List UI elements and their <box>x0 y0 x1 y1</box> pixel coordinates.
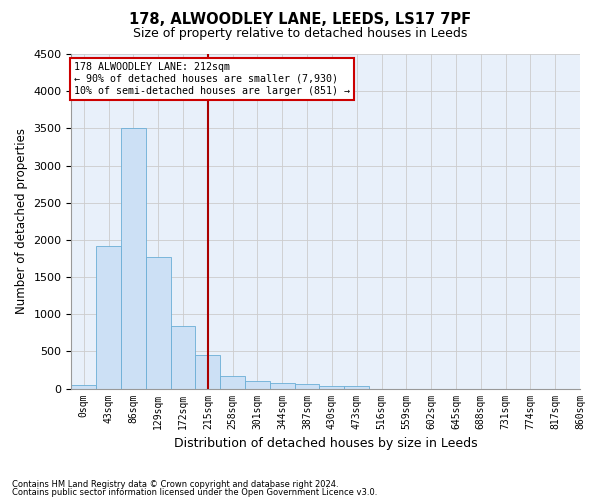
Bar <box>146 256 170 388</box>
Bar <box>96 246 121 388</box>
Bar <box>270 383 295 388</box>
Bar <box>344 386 369 388</box>
Bar <box>220 376 245 388</box>
Bar <box>319 386 344 388</box>
Bar <box>71 385 96 388</box>
Text: 178 ALWOODLEY LANE: 212sqm
← 90% of detached houses are smaller (7,930)
10% of s: 178 ALWOODLEY LANE: 212sqm ← 90% of deta… <box>74 62 350 96</box>
Bar <box>295 384 319 388</box>
Bar <box>121 128 146 388</box>
Text: Contains HM Land Registry data © Crown copyright and database right 2024.: Contains HM Land Registry data © Crown c… <box>12 480 338 489</box>
Bar <box>245 381 270 388</box>
Text: 178, ALWOODLEY LANE, LEEDS, LS17 7PF: 178, ALWOODLEY LANE, LEEDS, LS17 7PF <box>129 12 471 28</box>
Bar <box>170 326 196 388</box>
Y-axis label: Number of detached properties: Number of detached properties <box>15 128 28 314</box>
Bar <box>196 354 220 388</box>
Text: Contains public sector information licensed under the Open Government Licence v3: Contains public sector information licen… <box>12 488 377 497</box>
X-axis label: Distribution of detached houses by size in Leeds: Distribution of detached houses by size … <box>174 437 478 450</box>
Text: Size of property relative to detached houses in Leeds: Size of property relative to detached ho… <box>133 28 467 40</box>
